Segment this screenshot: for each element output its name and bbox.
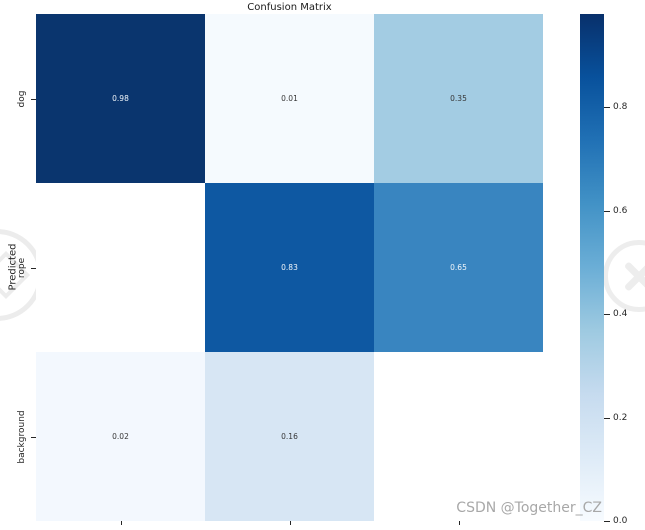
x-tick-mark xyxy=(120,521,122,525)
watermark-circle-right xyxy=(603,240,645,312)
watermark-text: CSDN @Together_CZ xyxy=(456,500,602,516)
cell-value: 0.98 xyxy=(112,94,129,103)
colorbar-tick-mark xyxy=(604,417,610,419)
colorbar-tick-mark xyxy=(604,107,610,109)
x-tick-mark xyxy=(458,521,460,525)
heatmap: 0.98 0.01 0.35 0.83 0.65 0.02 0.16 xyxy=(36,14,543,521)
colorbar xyxy=(580,14,604,521)
heatmap-cell: 0.98 xyxy=(36,14,205,183)
heatmap-cell xyxy=(36,183,205,352)
colorbar-tick-mark xyxy=(604,210,610,212)
heatmap-cell: 0.16 xyxy=(205,352,374,521)
heatmap-cell: 0.02 xyxy=(36,352,205,521)
cell-value: 0.16 xyxy=(281,432,298,441)
colorbar-tick-label: 0.2 xyxy=(613,412,628,423)
cell-value: 0.02 xyxy=(112,432,129,441)
heatmap-cell: 0.83 xyxy=(205,183,374,352)
y-tick-label: background xyxy=(17,409,27,464)
x-tick-mark xyxy=(289,521,291,525)
y-tick-label: rope xyxy=(17,257,27,278)
colorbar-tick-label: 0.6 xyxy=(613,205,628,216)
colorbar-tick-mark xyxy=(604,521,610,522)
cell-value: 0.35 xyxy=(450,94,467,103)
colorbar-tick-label: 0.8 xyxy=(613,102,628,113)
heatmap-cell: 0.65 xyxy=(374,183,543,352)
y-tick-mark xyxy=(31,267,36,269)
y-tick-label: dog xyxy=(17,90,27,107)
cell-value: 0.65 xyxy=(450,263,467,272)
heatmap-cell: 0.01 xyxy=(205,14,374,183)
heatmap-cell: 0.35 xyxy=(374,14,543,183)
cell-value: 0.83 xyxy=(281,263,298,272)
y-tick-mark xyxy=(31,436,36,438)
y-tick-mark xyxy=(31,98,36,100)
cell-value: 0.01 xyxy=(281,94,298,103)
x-icon xyxy=(619,256,645,296)
colorbar-tick-mark xyxy=(604,314,610,316)
chart-title: Confusion Matrix xyxy=(247,2,332,13)
colorbar-tick-label: 0.0 xyxy=(613,516,628,526)
colorbar-tick-label: 0.4 xyxy=(613,309,628,320)
heatmap-cell xyxy=(374,352,543,521)
